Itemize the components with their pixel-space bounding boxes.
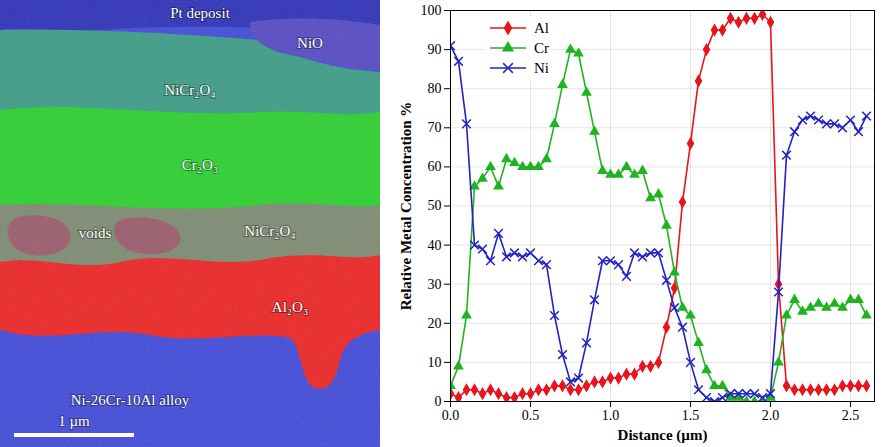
svg-text:NiCr₂O₄: NiCr₂O₄ (164, 82, 215, 98)
html-text:Al: Al (534, 19, 549, 36)
svg-text:20: 20 (428, 316, 442, 331)
svg-text:voids: voids (79, 225, 112, 241)
svg-text:70: 70 (428, 120, 442, 135)
svg-text:Pt deposit: Pt deposit (170, 5, 230, 21)
svg-text:Distance (µm): Distance (µm) (618, 427, 708, 444)
svg-text:10: 10 (428, 355, 442, 370)
svg-text:60: 60 (428, 159, 442, 174)
svg-text:0.0: 0.0 (442, 408, 460, 423)
svg-text:Cr₂O₃: Cr₂O₃ (182, 157, 218, 173)
svg-text:Relative Metal Concentration %: Relative Metal Concentration % (398, 102, 414, 311)
svg-text:50: 50 (428, 198, 442, 213)
svg-text:2.0: 2.0 (762, 408, 780, 423)
html-text:Ni: Ni (534, 59, 549, 76)
svg-text:1.5: 1.5 (682, 408, 700, 423)
svg-text:NiCr₂O₄: NiCr₂O₄ (244, 223, 295, 239)
html-text:Cr: Cr (534, 39, 549, 56)
svg-text:0.5: 0.5 (522, 408, 540, 423)
svg-text:1.0: 1.0 (602, 408, 620, 423)
svg-text:40: 40 (428, 238, 442, 253)
svg-text:80: 80 (428, 81, 442, 96)
svg-text:2.5: 2.5 (842, 408, 860, 423)
svg-text:100: 100 (421, 3, 442, 18)
svg-text:90: 90 (428, 42, 442, 57)
svg-text:1 µm: 1 µm (58, 413, 90, 429)
svg-text:0: 0 (435, 394, 442, 409)
svg-text:NiO: NiO (297, 35, 323, 51)
svg-text:Ni-26Cr-10Al alloy: Ni-26Cr-10Al alloy (71, 392, 190, 408)
svg-text:30: 30 (428, 277, 442, 292)
svg-text:Al₂O₃: Al₂O₃ (272, 299, 308, 315)
